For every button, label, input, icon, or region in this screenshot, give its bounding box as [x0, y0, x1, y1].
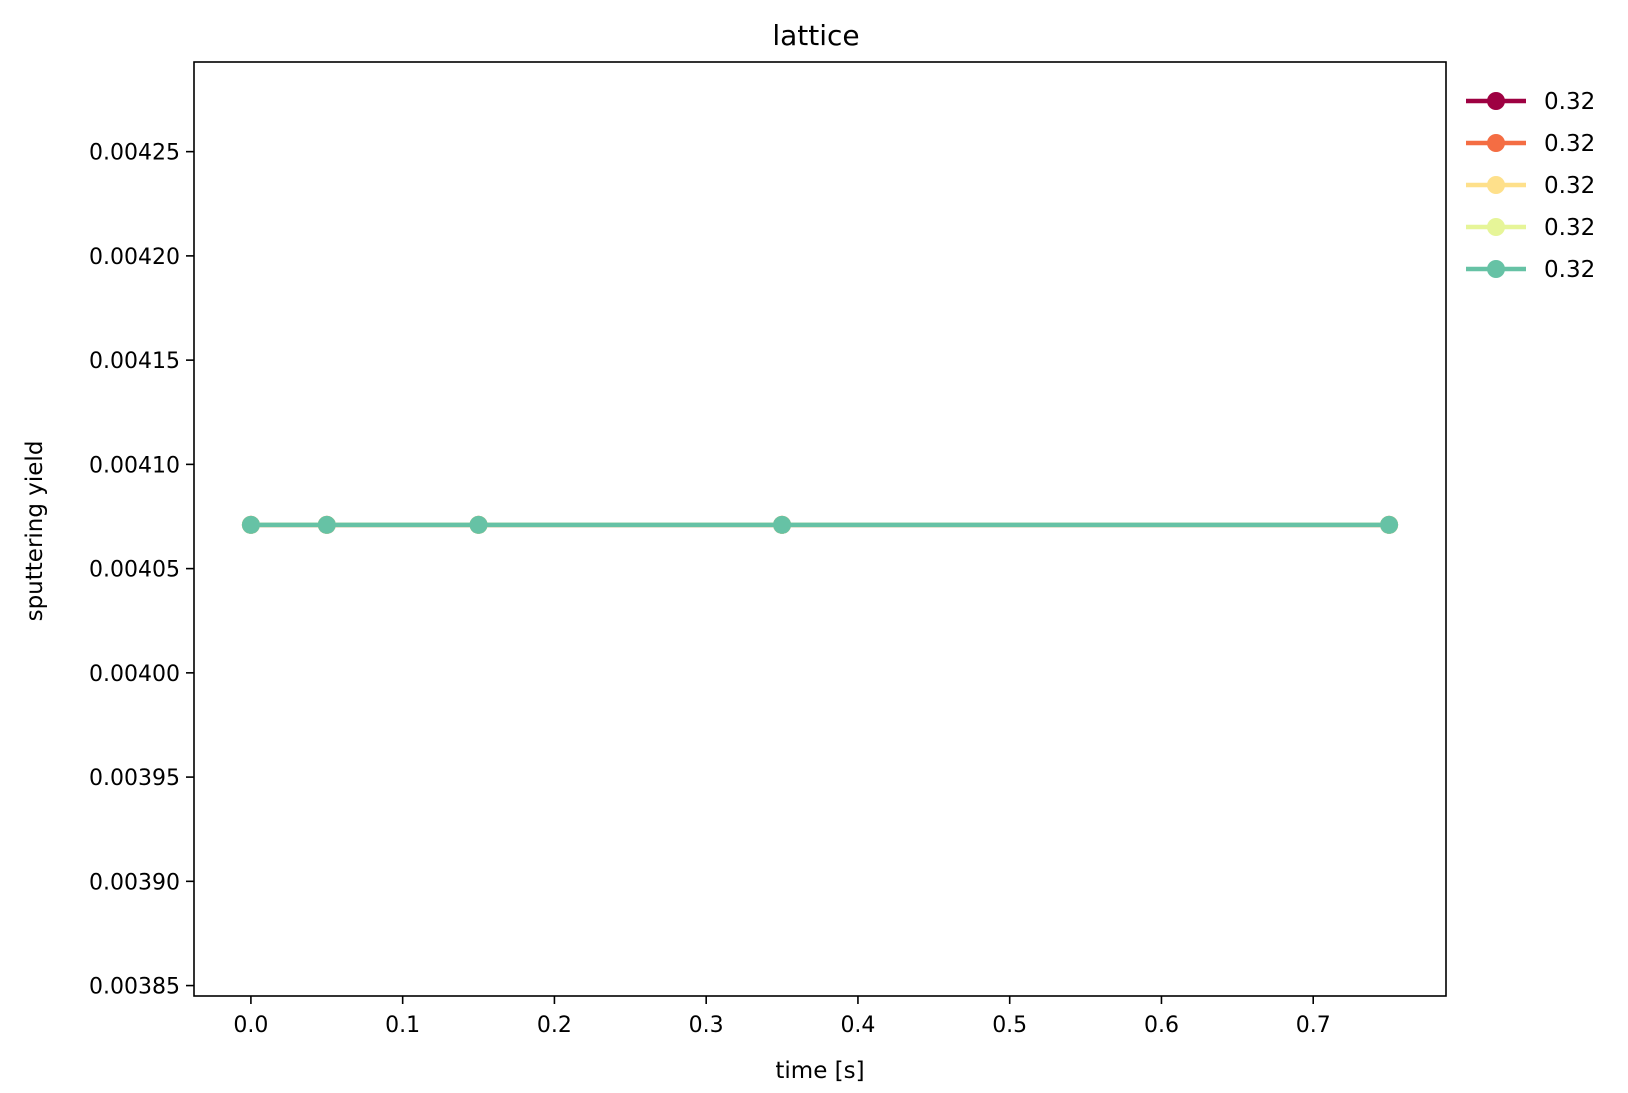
x-tick-label: 0.3 [689, 1013, 724, 1038]
y-tick-label: 0.00420 [89, 245, 180, 270]
data-point [469, 515, 488, 534]
legend-swatch-marker [1487, 92, 1505, 110]
x-tick-label: 0.7 [1296, 1013, 1331, 1038]
chart-title: lattice [772, 19, 859, 52]
legend-swatch-marker [1487, 260, 1505, 278]
x-tick-label: 0.5 [992, 1013, 1027, 1038]
legend-label: 0.32 [1544, 173, 1595, 199]
data-point [773, 515, 792, 534]
x-tick-label: 0.6 [1144, 1013, 1179, 1038]
y-axis-title: sputtering yield [22, 441, 48, 622]
y-tick-label: 0.00390 [89, 870, 180, 895]
y-tick-label: 0.00400 [89, 662, 180, 687]
y-tick-label: 0.00405 [89, 558, 180, 583]
legend-swatch-marker [1487, 134, 1505, 152]
x-axis: 0.0 0.1 0.2 0.3 0.4 0.5 0.6 0.7 [233, 996, 1331, 1038]
legend: 0.32 0.32 0.32 0.32 0.32 [1466, 89, 1595, 283]
y-tick-label: 0.00385 [89, 975, 180, 1000]
y-tick-label: 0.00395 [89, 766, 180, 791]
x-tick-label: 0.1 [385, 1013, 420, 1038]
legend-label: 0.32 [1544, 89, 1595, 115]
series-layer [241, 515, 1399, 534]
legend-label: 0.32 [1544, 215, 1595, 241]
data-point [1380, 515, 1399, 534]
data-point [241, 515, 260, 534]
x-tick-label: 0.2 [537, 1013, 572, 1038]
x-axis-title: time [s] [775, 1058, 864, 1084]
legend-label: 0.32 [1544, 131, 1595, 157]
y-tick-label: 0.00415 [89, 349, 180, 374]
legend-swatch-marker [1487, 176, 1505, 194]
x-tick-label: 0.4 [840, 1013, 875, 1038]
y-axis: 0.00385 0.00390 0.00395 0.00400 0.00405 0.004… [89, 141, 194, 1000]
x-tick-label: 0.0 [233, 1013, 268, 1038]
y-tick-label: 0.00410 [89, 453, 180, 478]
y-tick-label: 0.00425 [89, 141, 180, 166]
legend-swatch-marker [1487, 218, 1505, 236]
axes-frame [193, 61, 1447, 997]
data-point [317, 515, 336, 534]
legend-label: 0.32 [1544, 257, 1595, 283]
